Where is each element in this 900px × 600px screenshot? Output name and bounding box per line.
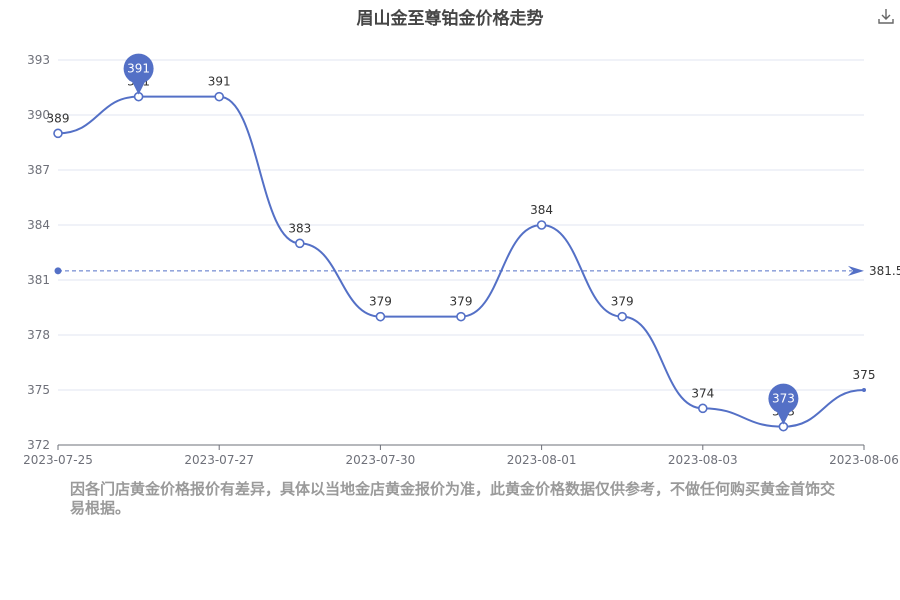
axes: 372 375 378 381 384 387 390 393 2023-07-25 2023-0… — [23, 53, 899, 467]
data-point — [536, 220, 547, 230]
average-arrow — [848, 265, 864, 276]
data-label: 391 — [208, 75, 231, 89]
y-tick-label: 390 — [27, 108, 50, 122]
data-point — [862, 388, 866, 392]
footnote: 因各门店黄金价格报价有差异，具体以当地金店黄金报价为准，此黄金价格数据仅供参考，… — [70, 480, 836, 517]
y-tick-label: 378 — [27, 328, 50, 342]
pin-head — [768, 383, 799, 414]
data-point — [456, 311, 466, 322]
data-labels: 389391391383379379384379374373375 — [47, 75, 876, 419]
x-tick-label: 2023-07-27 — [184, 453, 254, 467]
pin-label: 391 — [127, 62, 150, 76]
x-tick-label: 2023-08-01 — [507, 453, 577, 467]
data-label: 389 — [47, 111, 70, 125]
data-label: 375 — [853, 368, 876, 382]
y-tick-label: 384 — [27, 218, 50, 232]
price-series — [53, 91, 866, 432]
data-label: 379 — [369, 295, 392, 309]
pin-label: 373 — [772, 392, 795, 406]
series-line — [57, 95, 865, 428]
data-label: 379 — [450, 295, 473, 309]
x-tick-label: 2023-07-30 — [346, 453, 416, 467]
x-tick-label: 2023-08-06 — [829, 453, 899, 467]
data-point — [697, 403, 708, 414]
data-label: 374 — [691, 386, 714, 400]
y-tick-label: 375 — [27, 383, 50, 397]
max-marker: 391 — [123, 53, 154, 95]
grid-lines — [58, 59, 864, 391]
pin-head — [123, 53, 154, 84]
y-tick-label: 387 — [27, 163, 50, 177]
average-label: 381.5 — [869, 264, 900, 278]
extreme-markers: 391 373 — [123, 53, 799, 425]
line-chart: 372 375 378 381 384 387 390 393 2023-07-25 2023-0… — [23, 53, 900, 467]
average-line: 381.5 — [54, 264, 900, 278]
data-point — [375, 311, 386, 322]
data-label: 383 — [288, 221, 311, 235]
x-tick-label: 2023-07-25 — [23, 453, 93, 467]
chart-title: 眉山金至尊铂金价格走势 — [356, 9, 544, 29]
y-tick-label: 381 — [27, 273, 50, 287]
min-marker: 373 — [768, 383, 799, 425]
data-point — [294, 238, 305, 249]
download-icon[interactable] — [876, 6, 896, 26]
data-label: 379 — [611, 295, 634, 309]
data-point — [53, 128, 63, 139]
y-tick-label: 372 — [27, 438, 50, 452]
data-point — [214, 91, 224, 102]
y-tick-label: 393 — [27, 53, 50, 67]
data-point — [617, 311, 628, 322]
data-label: 384 — [530, 203, 553, 217]
x-tick-label: 2023-08-03 — [668, 453, 738, 467]
